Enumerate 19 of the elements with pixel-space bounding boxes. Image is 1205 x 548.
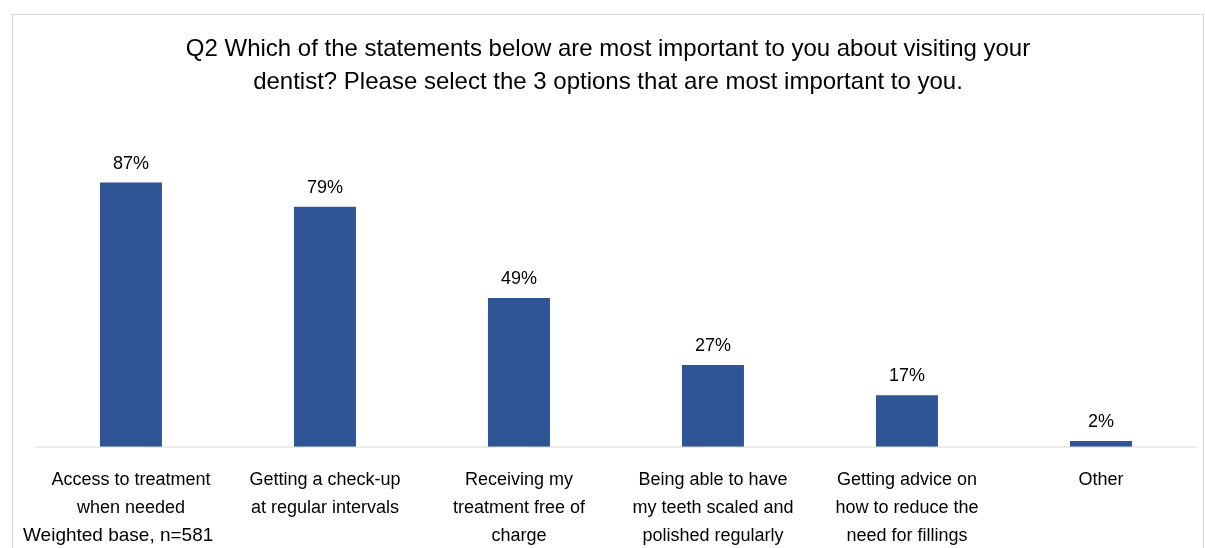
bar xyxy=(293,206,356,447)
data-label: 17% xyxy=(888,365,925,386)
x-tick-label: Receiving my treatment free of charge xyxy=(452,469,587,545)
x-tick-label: Getting a check-up at regular intervals xyxy=(249,469,401,517)
data-label: 27% xyxy=(694,334,731,355)
bar xyxy=(875,395,938,447)
data-label: 87% xyxy=(112,152,149,173)
bar xyxy=(487,298,550,447)
text: Weighted base, n=581 xyxy=(23,524,214,546)
data-label: 49% xyxy=(500,268,537,289)
bar xyxy=(681,364,744,447)
data-label: 79% xyxy=(306,176,343,197)
chart-title: Q2 Which of the statements below are most important to you about visiting your dentist? Please select the 3 options that are most important to you. xyxy=(184,33,1032,96)
x-tick-label: Being able to have my teeth scaled and polished regularly xyxy=(632,469,794,545)
x-tick-label: Access to treatment when needed xyxy=(51,469,211,517)
bar xyxy=(99,182,162,447)
x-tick-label: Other xyxy=(1078,469,1124,489)
x-tick-label: Getting advice on how to reduce the need for fillings xyxy=(835,469,979,545)
data-label: 2% xyxy=(1087,410,1114,431)
